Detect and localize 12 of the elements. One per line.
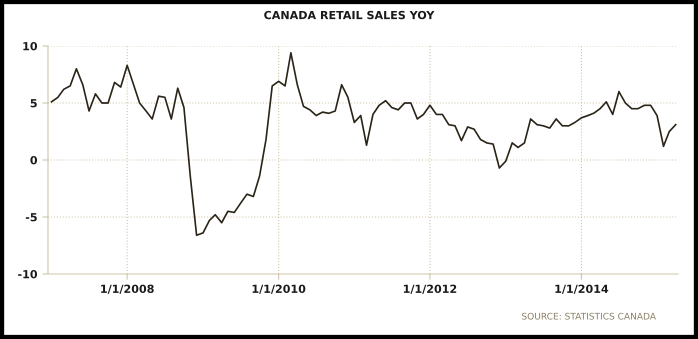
y-tick-label: 10 — [23, 42, 38, 50]
source-note: SOURCE: STATISTICS CANADA — [522, 312, 656, 320]
chart-title: CANADA RETAIL SALES YOY — [264, 10, 434, 20]
x-tick-label: 1/1/2010 — [252, 284, 306, 294]
x-tick-label: 1/1/2014 — [555, 284, 608, 294]
x-tick-label: 1/1/2012 — [404, 284, 456, 294]
y-tick-label: 5 — [30, 99, 37, 108]
y-tick-label: -10 — [18, 270, 38, 278]
x-tick-label: 1/1/2008 — [101, 284, 154, 294]
y-tick-label: -5 — [26, 213, 37, 222]
y-tick-label: 0 — [30, 156, 38, 164]
line-series — [50, 52, 677, 236]
